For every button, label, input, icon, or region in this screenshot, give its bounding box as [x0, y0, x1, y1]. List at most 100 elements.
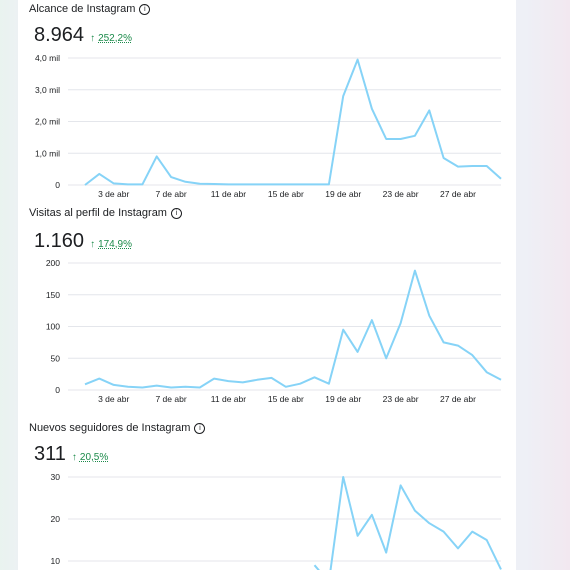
- data-point[interactable]: [457, 166, 459, 168]
- data-point[interactable]: [342, 329, 344, 331]
- y-tick-label: 150: [46, 290, 60, 300]
- x-tick-label: 3 de abr: [98, 189, 129, 199]
- data-point[interactable]: [400, 322, 402, 324]
- data-point[interactable]: [371, 108, 373, 110]
- series-line[interactable]: [313, 476, 502, 570]
- data-point[interactable]: [199, 386, 201, 388]
- arrow-up-icon: ↑: [90, 33, 96, 44]
- data-point[interactable]: [227, 183, 229, 185]
- data-point[interactable]: [342, 95, 344, 97]
- data-point[interactable]: [199, 183, 201, 185]
- reach-change-percent[interactable]: 252,2%: [98, 33, 132, 44]
- followers-metric: 311 ↑ 20,5%: [34, 443, 108, 466]
- data-point[interactable]: [184, 386, 186, 388]
- data-point[interactable]: [299, 183, 301, 185]
- data-point[interactable]: [471, 531, 473, 533]
- data-point[interactable]: [98, 378, 100, 380]
- y-tick-label: 1,0 mil: [35, 148, 60, 158]
- data-point[interactable]: [270, 377, 272, 379]
- data-point[interactable]: [127, 386, 129, 388]
- followers-change-percent[interactable]: 20,5%: [79, 452, 109, 463]
- data-point[interactable]: [457, 345, 459, 347]
- data-point[interactable]: [328, 183, 330, 185]
- data-point[interactable]: [314, 183, 316, 185]
- x-tick-label: 11 de abr: [211, 189, 246, 199]
- info-icon[interactable]: i: [170, 207, 182, 219]
- data-point[interactable]: [428, 109, 430, 111]
- data-point[interactable]: [256, 379, 258, 381]
- data-point[interactable]: [428, 522, 430, 524]
- data-point[interactable]: [357, 351, 359, 353]
- data-point[interactable]: [98, 173, 100, 175]
- data-point[interactable]: [400, 138, 402, 140]
- data-point[interactable]: [113, 384, 115, 386]
- info-icon[interactable]: i: [139, 3, 151, 15]
- data-point[interactable]: [213, 183, 215, 185]
- followers-title-text: Nuevos seguidores de Instagram: [29, 422, 191, 434]
- data-point[interactable]: [371, 514, 373, 516]
- data-point[interactable]: [471, 354, 473, 356]
- data-point[interactable]: [285, 386, 287, 388]
- data-point[interactable]: [113, 182, 115, 184]
- series-line[interactable]: [84, 269, 502, 389]
- data-point[interactable]: [414, 270, 416, 272]
- data-point[interactable]: [314, 564, 316, 566]
- data-point[interactable]: [357, 59, 359, 61]
- data-point[interactable]: [400, 484, 402, 486]
- data-point[interactable]: [414, 510, 416, 512]
- data-point[interactable]: [170, 176, 172, 178]
- x-tick-label: 7 de abr: [155, 189, 186, 199]
- data-point[interactable]: [127, 183, 129, 185]
- data-point[interactable]: [443, 531, 445, 533]
- data-point[interactable]: [486, 539, 488, 541]
- data-point[interactable]: [428, 315, 430, 317]
- data-point[interactable]: [457, 547, 459, 549]
- data-point[interactable]: [500, 178, 502, 180]
- data-point[interactable]: [84, 184, 86, 186]
- y-tick-label: 200: [46, 258, 60, 268]
- data-point[interactable]: [242, 183, 244, 185]
- y-tick-label: 30: [51, 472, 61, 482]
- data-point[interactable]: [270, 183, 272, 185]
- data-point[interactable]: [443, 157, 445, 159]
- data-point[interactable]: [414, 135, 416, 137]
- data-point[interactable]: [385, 138, 387, 140]
- data-point[interactable]: [285, 183, 287, 185]
- profile-visits-title: Visitas al perfil de Instagram i: [29, 207, 182, 219]
- reach-title-text: Alcance de Instagram: [29, 3, 136, 15]
- data-point[interactable]: [357, 535, 359, 537]
- y-tick-label: 20: [51, 514, 61, 524]
- data-point[interactable]: [299, 383, 301, 385]
- profile-visits-change-percent[interactable]: 174,9%: [98, 239, 132, 250]
- x-tick-label: 3 de abr: [98, 394, 129, 404]
- data-point[interactable]: [213, 378, 215, 380]
- data-point[interactable]: [256, 183, 258, 185]
- data-point[interactable]: [443, 341, 445, 343]
- data-point[interactable]: [371, 319, 373, 321]
- x-tick-label: 15 de abr: [268, 189, 304, 199]
- reach-change: ↑ 252,2%: [90, 33, 132, 44]
- data-point[interactable]: [471, 165, 473, 167]
- series-line[interactable]: [84, 58, 502, 186]
- profile-visits-value: 1.160: [34, 230, 85, 252]
- data-point[interactable]: [84, 383, 86, 385]
- reach-value: 8.964: [34, 24, 85, 46]
- y-tick-label: 2,0 mil: [35, 117, 60, 127]
- data-point[interactable]: [141, 386, 143, 388]
- data-point[interactable]: [486, 165, 488, 167]
- data-point[interactable]: [500, 379, 502, 381]
- data-point[interactable]: [170, 386, 172, 388]
- data-point[interactable]: [385, 357, 387, 359]
- data-point[interactable]: [184, 181, 186, 183]
- data-point[interactable]: [242, 381, 244, 383]
- data-point[interactable]: [156, 155, 158, 157]
- data-point[interactable]: [385, 552, 387, 554]
- data-point[interactable]: [156, 385, 158, 387]
- data-point[interactable]: [227, 380, 229, 382]
- data-point[interactable]: [314, 376, 316, 378]
- data-point[interactable]: [328, 383, 330, 385]
- info-icon[interactable]: i: [194, 422, 206, 434]
- data-point[interactable]: [486, 371, 488, 373]
- data-point[interactable]: [342, 476, 344, 478]
- data-point[interactable]: [141, 183, 143, 185]
